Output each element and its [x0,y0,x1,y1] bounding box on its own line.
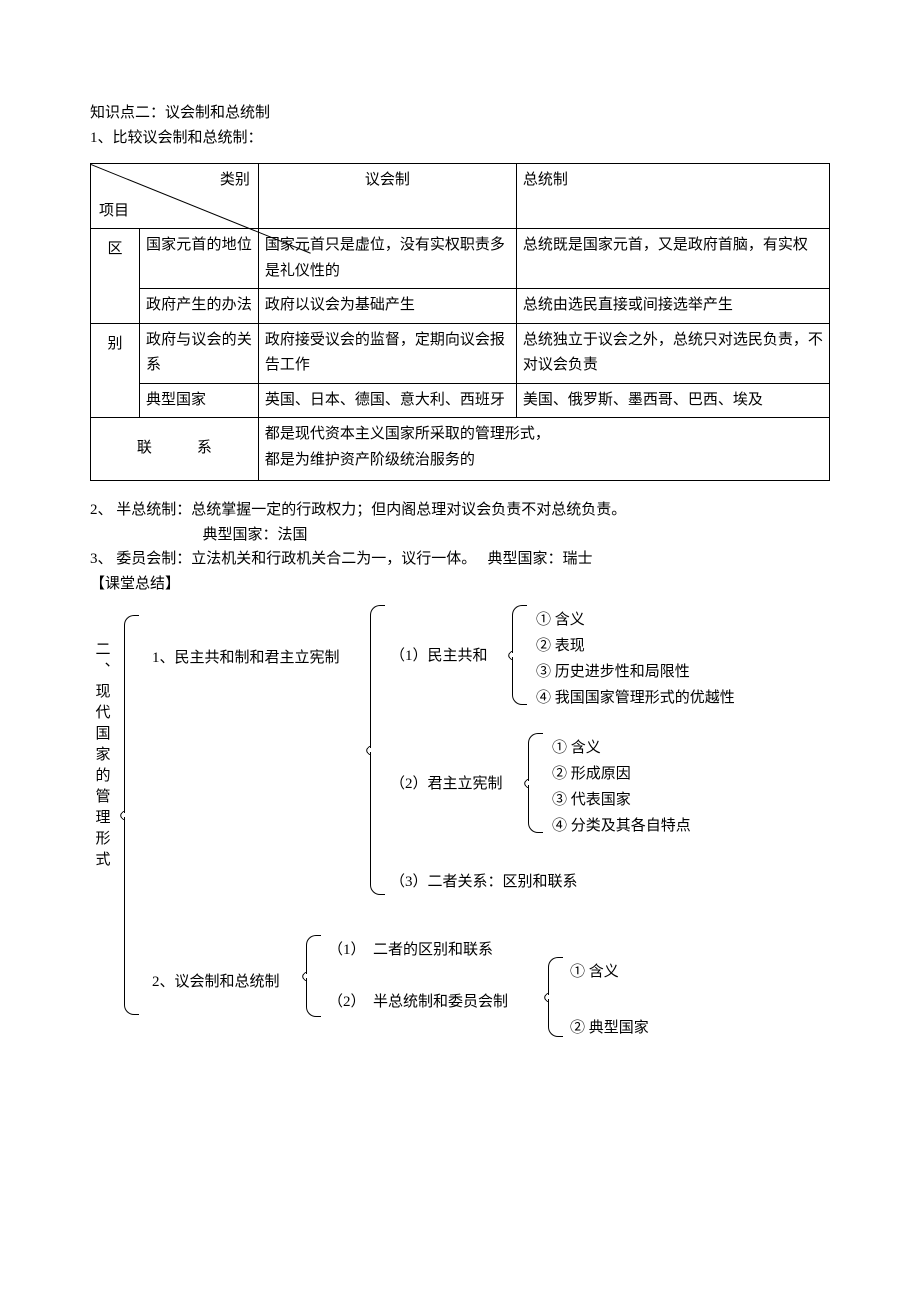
b1-1-i1: ① 含义 [536,609,585,632]
link-label: 联 系 [91,418,259,481]
section-qu: 区 [91,229,140,324]
b1-2-i4: ④ 分类及其各自特点 [552,815,691,838]
b1-3: （3）二者关系：区别和联系 [390,871,578,894]
row3-label: 典型国家 [140,383,259,418]
note-3: 3、 委员会制：立法机关和行政机关合二为一，议行一体。 典型国家：瑞士 [90,548,830,571]
note-2b: 典型国家：法国 [90,524,830,547]
row1-c2: 总统由选民直接或间接选举产生 [516,289,829,324]
b1-1-i3: ③ 历史进步性和局限性 [536,661,690,684]
row2-c2: 总统独立于议会之外，总统只对选民负责，不对议会负责 [516,323,829,383]
diag-top-label: 类别 [220,168,250,194]
brace-b1-2 [528,733,542,833]
branch-1: 1、民主共和制和君主立宪制 [152,647,340,670]
b1-1: （1）民主共和 [390,645,488,668]
row1-label: 政府产生的办法 [140,289,259,324]
brace-root [124,615,138,1015]
row2-c1: 政府接受议会的监督，定期向议会报告工作 [258,323,516,383]
b1-1-i2: ② 表现 [536,635,585,658]
row3-c2: 美国、俄罗斯、墨西哥、巴西、埃及 [516,383,829,418]
summary-title: 【课堂总结】 [90,573,830,596]
b1-1-i4: ④ 我国国家管理形式的优越性 [536,687,735,710]
notes-block: 2、 半总统制：总统掌握一定的行政权力；但内阁总理对议会负责不对总统负责。 典型… [90,499,830,595]
brace-b1-1 [512,605,526,705]
row1-c1: 政府以议会为基础产生 [258,289,516,324]
b2-1: （1） 二者的区别和联系 [328,939,493,962]
b1-2-i2: ② 形成原因 [552,763,631,786]
b1-2-i1: ① 含义 [552,737,601,760]
heading-compare: 1、比较议会制和总统制： [90,127,830,150]
diag-bot-label: 项目 [99,199,129,225]
row0-c1: 国家元首只是虚位，没有实权职责多是礼仪性的 [258,229,516,289]
brace-b2 [306,935,320,1017]
root-label: 二、现代国家的管理形式 [90,641,113,891]
note-2a: 2、 半总统制：总统掌握一定的行政权力；但内阁总理对议会负责不对总统负责。 [90,499,830,522]
col-parliamentary: 议会制 [258,164,516,229]
brace-b2-2 [548,957,562,1037]
b1-2-i3: ③ 代表国家 [552,789,631,812]
heading-kp2: 知识点二：议会制和总统制 [90,102,830,125]
row2-label: 政府与议会的关系 [140,323,259,383]
col-presidential: 总统制 [516,164,829,229]
b2-2-i2: ② 典型国家 [570,1017,649,1040]
branch-2: 2、议会制和总统制 [152,971,280,994]
b2-2: （2） 半总统制和委员会制 [328,991,508,1014]
diag-header: 类别 项目 [91,164,259,229]
row0-label: 国家元首的地位 [140,229,259,289]
comparison-table: 类别 项目 议会制 总统制 区 国家元首的地位 国家元首只是虚位，没有实权职责多… [90,163,830,481]
section-bie: 别 [91,323,140,418]
row3-c1: 英国、日本、德国、意大利、西班牙 [258,383,516,418]
link-content: 都是现代资本主义国家所采取的管理形式， 都是为维护资产阶级统治服务的 [258,418,829,481]
outline-tree: 二、现代国家的管理形式 1、民主共和制和君主立宪制 （1）民主共和 ① 含义 ②… [90,605,830,1065]
row0-c2: 总统既是国家元首，又是政府首脑，有实权 [516,229,829,289]
b1-2: （2）君主立宪制 [390,773,503,796]
b2-2-i1: ① 含义 [570,961,619,984]
brace-b1 [370,605,384,895]
